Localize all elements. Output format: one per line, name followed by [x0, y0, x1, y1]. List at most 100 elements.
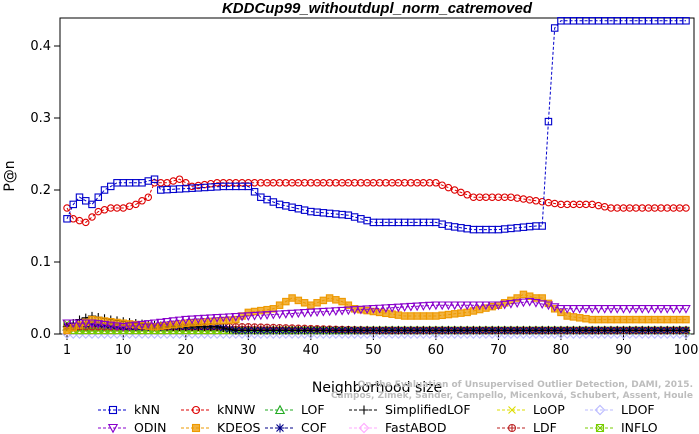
legend-marker — [107, 423, 119, 434]
data-point — [399, 303, 410, 312]
legend-label: INFLO — [621, 420, 658, 434]
data-point — [212, 314, 222, 323]
data-point — [682, 204, 690, 212]
data-point — [607, 315, 615, 324]
legend-marker — [358, 422, 370, 434]
legend-marker — [191, 405, 201, 415]
x-tick-label: 90 — [615, 343, 632, 358]
legend-label: kNN — [134, 402, 160, 417]
data-point — [481, 301, 491, 311]
series-knnw — [63, 175, 690, 227]
data-point — [169, 177, 178, 185]
data-point — [69, 200, 78, 209]
data-point — [88, 213, 96, 221]
data-point — [443, 301, 454, 311]
data-point — [156, 318, 166, 328]
data-point — [349, 306, 360, 315]
data-point — [449, 301, 460, 311]
data-point — [582, 314, 590, 323]
data-point — [438, 311, 446, 320]
legend-item-cof: COF — [265, 420, 327, 434]
legend-marker — [108, 405, 118, 415]
series-kdeos — [63, 290, 690, 335]
data-point — [168, 317, 179, 327]
data-point — [456, 301, 466, 311]
data-point — [332, 296, 340, 304]
data-point — [444, 310, 453, 319]
data-point — [262, 311, 272, 320]
data-point — [118, 323, 129, 332]
data-point — [318, 307, 329, 317]
data-point — [237, 312, 247, 322]
data-point — [88, 200, 96, 209]
series-line — [66, 20, 686, 231]
data-point — [193, 315, 204, 324]
data-point — [649, 305, 660, 314]
data-point — [150, 175, 159, 183]
data-point — [593, 305, 604, 314]
data-point — [650, 315, 659, 324]
data-point — [613, 315, 621, 324]
data-point — [206, 314, 216, 324]
data-point — [562, 305, 572, 314]
y-tick-label: 0.4 — [30, 39, 51, 54]
data-point — [132, 200, 140, 209]
data-point — [313, 299, 321, 307]
legend-label: FastABOD — [385, 420, 447, 434]
data-point — [63, 215, 71, 223]
data-point — [474, 301, 485, 311]
data-point — [662, 305, 673, 314]
data-point — [350, 213, 359, 221]
data-point — [499, 300, 510, 310]
data-point — [512, 299, 522, 309]
legend-marker — [359, 405, 369, 415]
x-axis-label: Neighborhood size — [312, 380, 442, 396]
data-point — [575, 314, 584, 322]
data-point — [599, 305, 610, 314]
data-point — [325, 294, 334, 302]
legend-label: KDEOS — [217, 420, 261, 434]
data-point — [450, 310, 459, 318]
data-point — [288, 294, 296, 302]
x-tick-label: 50 — [365, 343, 382, 358]
data-point — [250, 307, 259, 316]
data-point — [638, 315, 646, 324]
data-point — [87, 319, 97, 329]
data-point — [306, 308, 316, 318]
legend-label: LoOP — [533, 402, 565, 417]
data-point — [438, 181, 446, 189]
data-point — [244, 182, 253, 191]
data-point — [75, 216, 84, 225]
legend-marker — [594, 404, 606, 416]
data-point — [444, 183, 453, 192]
data-point — [524, 297, 535, 307]
legend-item-ldf: LDF — [497, 420, 557, 434]
y-axis-label: P@n — [2, 160, 18, 191]
data-point — [394, 311, 403, 319]
data-point — [543, 301, 554, 311]
series-line — [67, 301, 686, 328]
data-point — [624, 305, 635, 314]
data-point — [181, 315, 191, 325]
data-point — [457, 309, 465, 317]
legend-label: SimplifiedLOF — [385, 402, 471, 417]
data-point — [68, 319, 79, 329]
legend-label: LOF — [301, 402, 325, 417]
y-tick-label: 0.2 — [30, 183, 51, 198]
data-point — [362, 305, 372, 315]
data-point — [550, 24, 559, 32]
data-point — [419, 312, 428, 320]
data-point — [381, 304, 391, 314]
data-point — [587, 305, 597, 314]
data-point — [675, 315, 684, 324]
data-point — [312, 308, 322, 318]
legend-item-odin: ODIN — [98, 420, 167, 434]
data-point — [538, 222, 546, 230]
legend-item-knn: kNN — [98, 402, 160, 417]
series-knn — [63, 17, 690, 234]
data-point — [249, 311, 260, 321]
data-point — [581, 305, 591, 314]
data-point — [282, 297, 290, 306]
data-point — [681, 326, 691, 335]
data-point — [493, 301, 504, 311]
